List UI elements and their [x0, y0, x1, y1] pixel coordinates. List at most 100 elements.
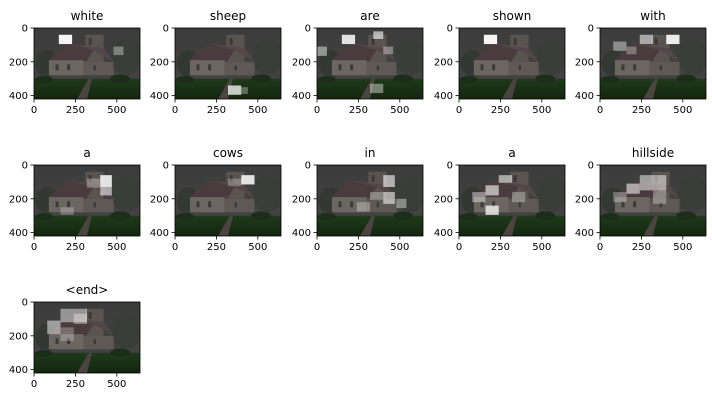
axes-frame — [599, 27, 707, 100]
panel-title: a — [83, 146, 90, 160]
x-tick-label: 0 — [456, 242, 462, 253]
y-tick-label: 0 — [22, 24, 28, 35]
attention-cell — [341, 34, 356, 45]
scene-image — [317, 165, 423, 236]
attention-panel: shown 0 250 500 0 200 400 — [434, 9, 566, 116]
x-tick-label: 0 — [314, 105, 320, 116]
attention-cell — [626, 46, 637, 55]
y-tick-label: 200 — [9, 331, 28, 342]
attention-panel: with 0 250 500 0 200 400 — [575, 9, 707, 116]
attention-cell — [241, 87, 248, 94]
x-tick-label: 250 — [207, 105, 226, 116]
scene-image — [459, 28, 565, 99]
panel-title: hillside — [632, 146, 674, 160]
attention-cell — [512, 192, 526, 203]
x-tick-label: 500 — [532, 242, 551, 253]
x-tick-label: 500 — [248, 105, 267, 116]
panel-title: white — [71, 9, 104, 23]
x-tick-label: 250 — [491, 242, 510, 253]
scene-image — [600, 28, 706, 99]
x-tick-label: 250 — [632, 242, 651, 253]
attention-cell — [356, 202, 370, 212]
x-tick-label: 0 — [456, 105, 462, 116]
axes-frame — [33, 164, 141, 237]
x-tick-label: 500 — [532, 105, 551, 116]
x-tick-label: 0 — [31, 105, 37, 116]
attention-cell — [639, 175, 667, 191]
y-tick-label: 200 — [434, 194, 453, 205]
y-tick-label: 200 — [9, 194, 28, 205]
attention-cell — [472, 192, 486, 203]
attention-cell — [87, 178, 101, 188]
scene-image — [34, 302, 140, 373]
attention-cell — [60, 207, 74, 215]
panel-title: cows — [213, 146, 243, 160]
y-tick-label: 0 — [588, 24, 594, 35]
x-tick-label: 500 — [673, 105, 692, 116]
x-tick-label: 0 — [31, 242, 37, 253]
attention-cell — [483, 34, 498, 45]
attention-cell — [47, 320, 61, 335]
y-tick-label: 200 — [292, 57, 311, 68]
y-tick-label: 0 — [163, 24, 169, 35]
y-tick-label: 400 — [150, 228, 169, 239]
y-tick-label: 400 — [292, 228, 311, 239]
attention-panel: cows 0 250 500 0 200 400 — [150, 146, 282, 253]
y-tick-label: 200 — [150, 194, 169, 205]
attention-cell — [58, 34, 73, 45]
panel-title: sheep — [210, 9, 246, 23]
attention-cell — [653, 190, 667, 204]
attention-cell — [370, 192, 384, 200]
y-tick-label: 400 — [575, 91, 594, 102]
y-tick-label: 0 — [305, 161, 311, 172]
y-tick-label: 400 — [292, 91, 311, 102]
y-tick-label: 0 — [163, 161, 169, 172]
y-tick-label: 400 — [9, 228, 28, 239]
attention-cell — [485, 205, 499, 215]
attention-panel: white 0 250 500 0 200 400 — [9, 9, 141, 116]
x-tick-label: 250 — [349, 105, 368, 116]
x-tick-label: 0 — [597, 105, 603, 116]
attention-panel: hillside 0 250 500 0 200 400 — [575, 146, 707, 253]
axes-frame — [458, 27, 566, 100]
x-tick-label: 250 — [66, 379, 85, 390]
axes-frame — [33, 301, 141, 374]
attention-panel: a 0 250 500 0 200 400 — [9, 146, 141, 253]
attention-cell — [241, 175, 255, 185]
attention-cell — [228, 178, 242, 187]
x-tick-label: 500 — [390, 105, 409, 116]
y-tick-label: 200 — [575, 57, 594, 68]
axes-frame — [174, 27, 282, 100]
attention-cell — [113, 46, 124, 56]
x-tick-label: 250 — [349, 242, 368, 253]
attention-cell — [639, 34, 653, 45]
y-tick-label: 200 — [434, 57, 453, 68]
x-tick-label: 0 — [172, 242, 178, 253]
attention-cell — [396, 198, 407, 209]
panel-title: shown — [493, 9, 532, 23]
x-tick-label: 0 — [31, 379, 37, 390]
y-tick-label: 0 — [22, 298, 28, 309]
attention-cell — [73, 313, 87, 324]
attention-cell — [383, 192, 395, 204]
axes-frame — [174, 164, 282, 237]
y-tick-label: 0 — [588, 161, 594, 172]
attention-panel: are 0 250 500 0 200 400 — [292, 9, 424, 116]
attention-cell — [228, 85, 242, 95]
attention-cell — [100, 175, 112, 187]
x-tick-label: 250 — [491, 105, 510, 116]
attention-cell — [626, 183, 640, 194]
x-tick-label: 500 — [673, 242, 692, 253]
panel-title: <end> — [66, 283, 109, 297]
x-tick-label: 500 — [390, 242, 409, 253]
scene-image — [34, 28, 140, 99]
x-tick-label: 500 — [248, 242, 267, 253]
attention-cell — [60, 308, 87, 323]
axes-frame — [599, 164, 707, 237]
attention-cell — [60, 327, 74, 341]
y-tick-label: 400 — [434, 91, 453, 102]
y-tick-label: 200 — [150, 57, 169, 68]
attention-cell — [498, 175, 512, 183]
attention-panel: sheep 0 250 500 0 200 400 — [150, 9, 282, 116]
